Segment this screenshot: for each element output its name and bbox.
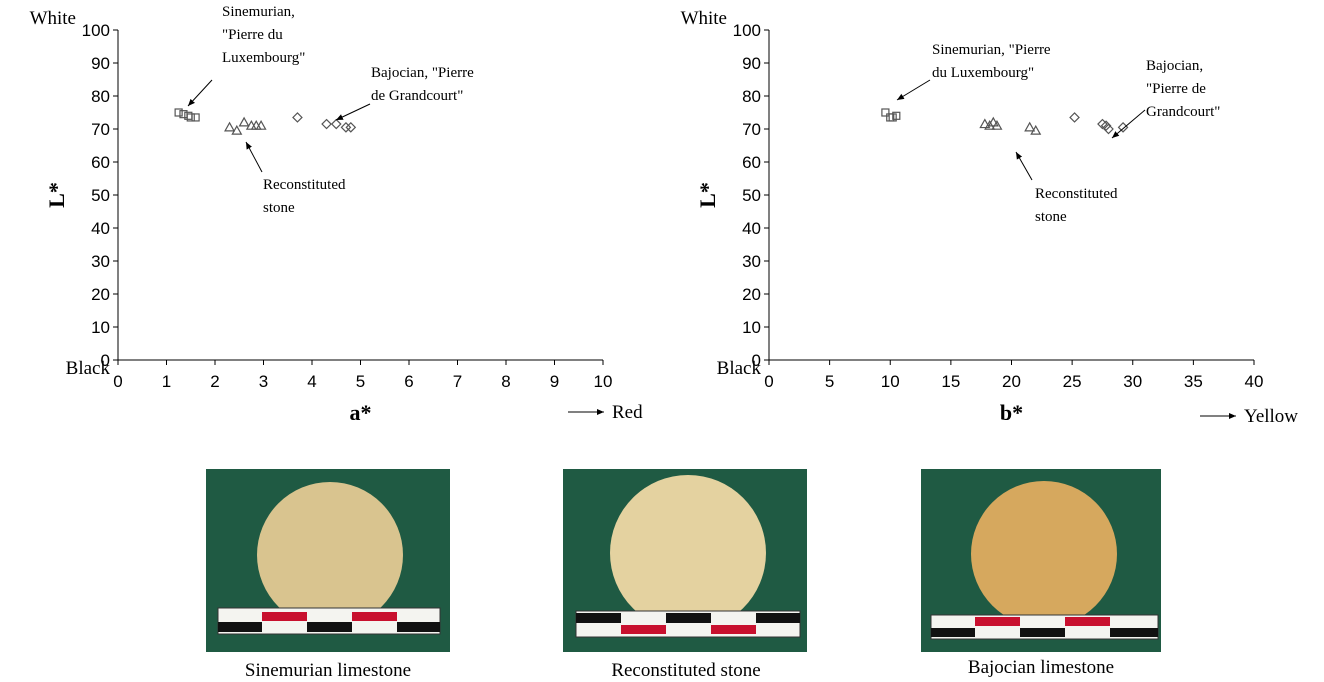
annotation: Reconstituted [263, 177, 346, 193]
annotation-arrow [188, 80, 212, 106]
annotation-arrow [336, 104, 370, 120]
y-bottom-label: Black [717, 358, 762, 379]
x-tick-label: 8 [501, 372, 510, 391]
y-tick-label: 30 [742, 252, 761, 271]
x-tick-label: 3 [259, 372, 268, 391]
y-tick-label: 50 [742, 186, 761, 205]
x-tick-label: 35 [1184, 372, 1203, 391]
y-tick-label: 100 [82, 21, 110, 40]
x-tick-label: 0 [764, 372, 773, 391]
x-direction-label: Yellow [1244, 406, 1298, 427]
y-tick-label: 80 [91, 87, 110, 106]
y-tick-label: 60 [742, 153, 761, 172]
x-tick-label: 15 [941, 372, 960, 391]
x-axis-title: a* [350, 400, 372, 425]
y-tick-label: 100 [733, 21, 761, 40]
x-tick-label: 9 [550, 372, 559, 391]
x-tick-label: 25 [1063, 372, 1082, 391]
annotation: stone [1035, 209, 1067, 225]
y-tick-label: 60 [91, 153, 110, 172]
y-top-label: White [30, 8, 76, 29]
x-tick-label: 40 [1245, 372, 1264, 391]
x-tick-label: 5 [356, 372, 365, 391]
x-tick-label: 2 [210, 372, 219, 391]
x-tick-label: 10 [881, 372, 900, 391]
y-top-label: White [681, 8, 727, 29]
y-tick-label: 50 [91, 186, 110, 205]
point [225, 123, 234, 131]
y-tick-label: 90 [91, 54, 110, 73]
x-tick-label: 10 [594, 372, 613, 391]
y-tick-label: 90 [742, 54, 761, 73]
point [293, 113, 302, 122]
y-tick-label: 10 [742, 318, 761, 337]
x-tick-label: 7 [453, 372, 462, 391]
annotation: Sinemurian, "Pierre [932, 42, 1051, 58]
y-tick-label: 80 [742, 87, 761, 106]
figure: Sinemurian limestone Reconstituted stone… [0, 0, 1324, 682]
annotation: Bajocian, "Pierre [371, 65, 474, 81]
annotation: Bajocian, [1146, 58, 1203, 74]
annotation-arrow [1016, 152, 1032, 180]
y-axis-title: L* [44, 182, 69, 208]
y-tick-label: 70 [742, 120, 761, 139]
point [1119, 123, 1128, 132]
y-axis-title: L* [695, 182, 720, 208]
x-tick-label: 6 [404, 372, 413, 391]
point [882, 109, 889, 116]
y-tick-label: 30 [91, 252, 110, 271]
annotation-arrow [1112, 110, 1145, 138]
point [332, 120, 341, 129]
y-bottom-label: Black [66, 358, 111, 379]
y-tick-label: 20 [91, 285, 110, 304]
point [192, 114, 199, 121]
x-tick-label: 1 [162, 372, 171, 391]
x-tick-label: 30 [1123, 372, 1142, 391]
annotation: de Grandcourt" [371, 88, 463, 104]
y-tick-label: 10 [91, 318, 110, 337]
x-axis-title: b* [1000, 400, 1023, 425]
annotation: Luxembourg" [222, 50, 305, 66]
annotation-arrow [897, 80, 930, 100]
annotation: "Pierre du [222, 27, 283, 43]
annotation: Grandcourt" [1146, 104, 1220, 120]
x-tick-label: 0 [113, 372, 122, 391]
y-tick-label: 40 [91, 219, 110, 238]
y-tick-label: 40 [742, 219, 761, 238]
x-tick-label: 4 [307, 372, 316, 391]
annotation: Reconstituted [1035, 186, 1118, 202]
point [1070, 113, 1079, 122]
annotation: "Pierre de [1146, 81, 1206, 97]
annotation: du Luxembourg" [932, 65, 1034, 81]
annotation: stone [263, 200, 295, 216]
point [1025, 123, 1034, 131]
x-tick-label: 5 [825, 372, 834, 391]
photo [206, 469, 450, 652]
x-direction-label: Red [612, 402, 643, 423]
annotation: Sinemurian, [222, 4, 295, 20]
photo [563, 469, 807, 652]
y-tick-label: 70 [91, 120, 110, 139]
point [240, 118, 249, 126]
annotation-arrow [246, 142, 262, 172]
point [322, 120, 331, 129]
y-tick-label: 20 [742, 285, 761, 304]
x-tick-label: 20 [1002, 372, 1021, 391]
photo [921, 469, 1161, 652]
photo-caption: Reconstituted stone [611, 660, 760, 681]
photo-caption: Bajocian limestone [968, 657, 1114, 678]
photo-caption: Sinemurian limestone [245, 660, 411, 681]
